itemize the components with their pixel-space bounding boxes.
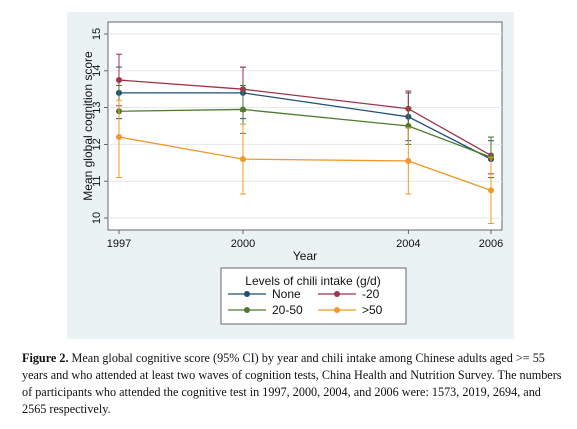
legend-label: None [272, 287, 301, 301]
x-axis-ticks: 1997 2000 2004 2006 [107, 230, 503, 250]
caption-label: Figure 2. [22, 351, 69, 365]
y-tick-label: 15 [91, 28, 103, 40]
plot-area [107, 21, 503, 231]
series-line [118, 108, 492, 158]
data-point [116, 134, 122, 141]
series-line [118, 79, 492, 157]
chart: 10 11 12 13 14 15 1997 2000 2004 2006 Year Mean … [81, 21, 503, 325]
series-3 [116, 99, 494, 225]
legend-swatch-marker [334, 307, 340, 313]
caption-text: Mean global cognitive score (95% CI) by … [22, 351, 562, 416]
y-tick-label: 12 [91, 138, 103, 150]
data-point [240, 156, 246, 163]
x-tick-label: 1997 [107, 238, 131, 250]
x-tick-label: 2000 [231, 238, 255, 250]
data-point [488, 187, 494, 194]
series-layer [116, 53, 494, 225]
x-axis-title: Year [293, 249, 317, 263]
legend-swatch-marker [244, 291, 250, 297]
y-tick-label: 11 [91, 175, 103, 186]
data-point [116, 77, 122, 83]
y-tick-label: 10 [91, 212, 103, 224]
legend: Levels of chili intake (g/d) None -20 20-5… [220, 267, 407, 325]
legend-label: -20 [362, 287, 380, 301]
legend-swatch-marker [334, 291, 340, 297]
series-line [119, 92, 492, 160]
figure-caption: Figure 2. Mean global cognitive score (9… [22, 350, 562, 418]
y-axis-ticks: 10 11 12 13 14 15 [91, 28, 108, 224]
series-line [118, 136, 492, 192]
y-tick-label: 14 [91, 65, 103, 77]
legend-label: 20-50 [272, 303, 303, 317]
x-tick-label: 2004 [396, 238, 420, 250]
legend-box [220, 267, 407, 325]
grid [108, 33, 502, 219]
legend-swatch-marker [244, 307, 250, 313]
data-point [240, 106, 246, 113]
legend-label: >50 [362, 303, 383, 317]
legend-title: Levels of chili intake (g/d) [245, 274, 380, 288]
x-tick-label: 2006 [479, 238, 503, 250]
legend-entries: None -20 20-50 >50 [228, 287, 383, 317]
data-point [405, 157, 412, 164]
y-axis-title: Mean global cognition score [81, 51, 95, 201]
y-tick-label: 13 [91, 101, 103, 113]
